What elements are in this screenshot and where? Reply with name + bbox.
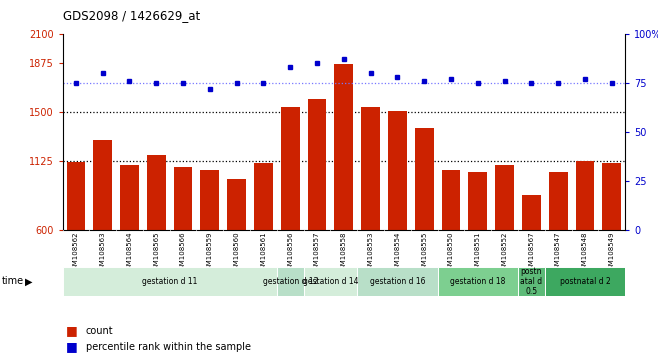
Text: gestation d 14: gestation d 14 — [303, 277, 358, 286]
Bar — [174, 167, 192, 230]
Bar — [361, 107, 380, 230]
Text: percentile rank within the sample: percentile rank within the sample — [86, 342, 251, 352]
Bar — [549, 172, 567, 230]
Bar — [308, 99, 326, 230]
Text: GDS2098 / 1426629_at: GDS2098 / 1426629_at — [63, 9, 200, 22]
Bar — [120, 165, 139, 230]
Text: count: count — [86, 326, 113, 336]
Bar — [334, 64, 353, 230]
Bar — [388, 111, 407, 230]
Text: postnatal d 2: postnatal d 2 — [559, 277, 610, 286]
Text: postn
atal d
0.5: postn atal d 0.5 — [520, 267, 542, 296]
Text: ■: ■ — [66, 341, 78, 353]
Text: ▶: ▶ — [25, 276, 32, 286]
Bar — [545, 267, 625, 296]
Bar — [415, 128, 434, 230]
Bar — [201, 170, 219, 230]
Bar — [303, 267, 357, 296]
Bar — [468, 172, 487, 230]
Bar — [518, 267, 545, 296]
Bar — [438, 267, 518, 296]
Bar — [357, 267, 438, 296]
Bar — [602, 163, 621, 230]
Bar — [281, 107, 299, 230]
Bar — [66, 162, 86, 230]
Bar — [576, 161, 594, 230]
Text: gestation d 11: gestation d 11 — [142, 277, 197, 286]
Text: gestation d 16: gestation d 16 — [370, 277, 425, 286]
Bar — [254, 163, 273, 230]
Bar — [277, 267, 303, 296]
Bar — [442, 170, 461, 230]
Bar — [93, 140, 112, 230]
Text: ■: ■ — [66, 325, 78, 337]
Text: gestation d 18: gestation d 18 — [450, 277, 505, 286]
Bar — [227, 179, 246, 230]
Bar — [147, 155, 166, 230]
Bar — [522, 195, 541, 230]
Text: time: time — [1, 276, 24, 286]
Text: gestation d 12: gestation d 12 — [263, 277, 318, 286]
Bar — [495, 165, 514, 230]
Bar — [63, 267, 277, 296]
